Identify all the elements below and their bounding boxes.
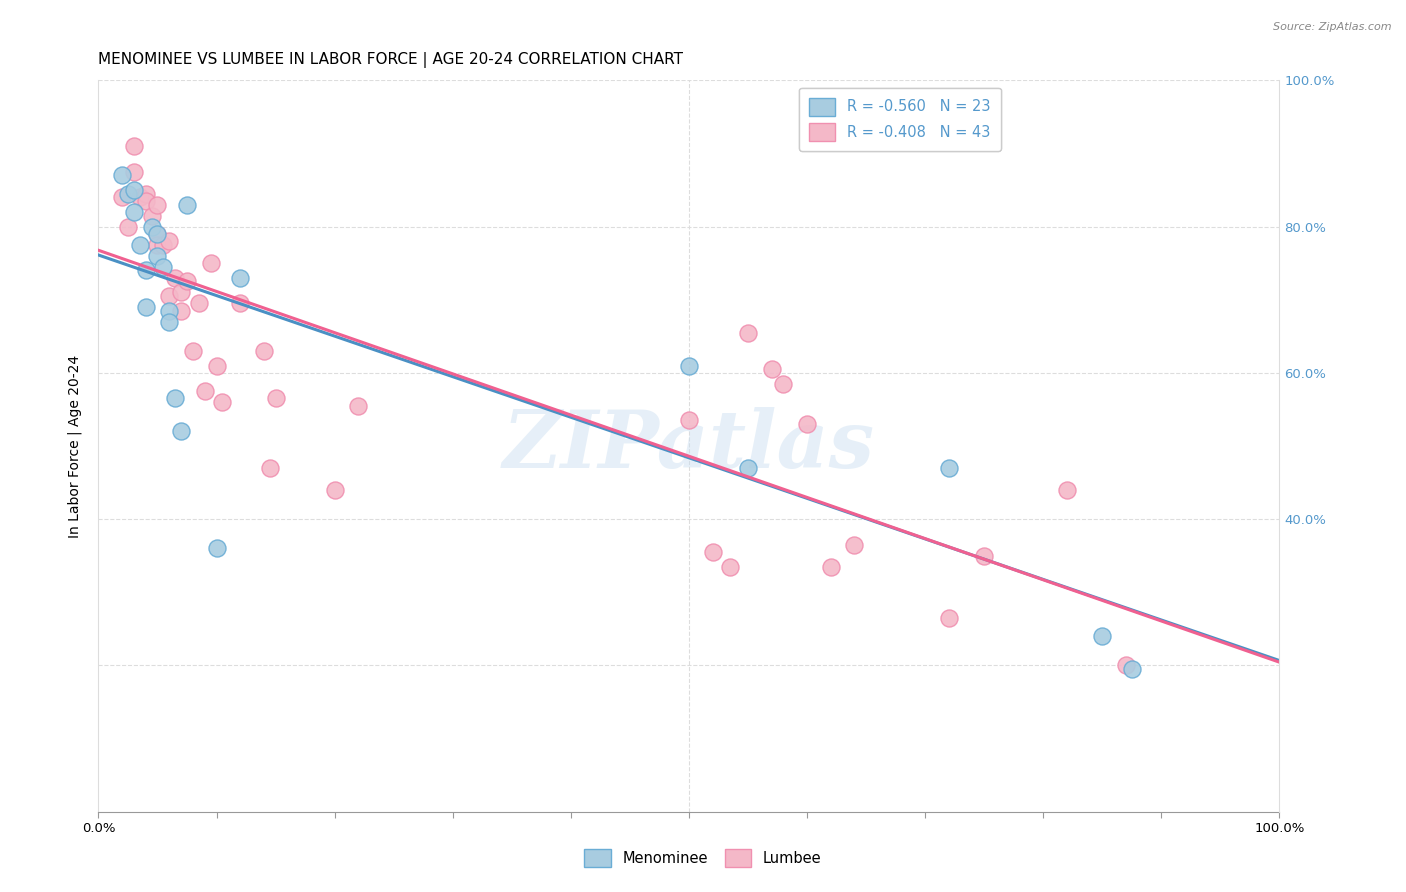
Point <box>229 270 252 285</box>
Point <box>938 611 960 625</box>
Point <box>737 326 759 340</box>
Point <box>820 559 842 574</box>
Point <box>718 559 741 574</box>
Point <box>259 461 281 475</box>
Point <box>229 296 252 310</box>
Point <box>187 296 209 310</box>
Point <box>111 169 134 183</box>
Point <box>146 249 169 263</box>
Point <box>938 461 960 475</box>
Point <box>128 238 150 252</box>
Point <box>117 219 139 234</box>
Point <box>135 194 157 208</box>
Point <box>796 417 818 431</box>
Point <box>141 209 163 223</box>
Point <box>157 315 180 329</box>
Y-axis label: In Labor Force | Age 20-24: In Labor Force | Age 20-24 <box>67 354 83 538</box>
Point <box>122 164 145 178</box>
Point <box>323 483 346 497</box>
Point <box>1115 658 1137 673</box>
Point <box>205 359 228 373</box>
Point <box>264 392 287 406</box>
Point <box>1121 662 1143 676</box>
Point <box>117 186 139 201</box>
Point <box>122 139 145 153</box>
Legend: Menominee, Lumbee: Menominee, Lumbee <box>575 840 831 876</box>
Point <box>761 362 783 376</box>
Point <box>111 190 134 204</box>
Text: Source: ZipAtlas.com: Source: ZipAtlas.com <box>1274 22 1392 32</box>
Point <box>678 413 700 427</box>
Text: MENOMINEE VS LUMBEE IN LABOR FORCE | AGE 20-24 CORRELATION CHART: MENOMINEE VS LUMBEE IN LABOR FORCE | AGE… <box>98 52 683 68</box>
Point <box>157 289 180 303</box>
Point <box>152 238 174 252</box>
Point <box>146 227 169 241</box>
Point <box>772 376 794 391</box>
Point <box>135 263 157 277</box>
Point <box>200 256 222 270</box>
Text: ZIPatlas: ZIPatlas <box>503 408 875 484</box>
Point <box>181 343 204 358</box>
Point <box>737 461 759 475</box>
Point <box>1056 483 1078 497</box>
Point <box>152 260 174 274</box>
Point <box>165 392 187 406</box>
Point <box>702 545 724 559</box>
Point <box>170 285 193 300</box>
Point <box>973 549 995 563</box>
Point <box>176 275 198 289</box>
Point <box>170 425 193 439</box>
Point <box>844 538 866 552</box>
Point <box>1091 629 1114 643</box>
Legend: R = -0.560   N = 23, R = -0.408   N = 43: R = -0.560 N = 23, R = -0.408 N = 43 <box>799 87 1001 151</box>
Point <box>205 541 228 556</box>
Point <box>253 343 276 358</box>
Point <box>157 234 180 248</box>
Point <box>146 227 169 241</box>
Point <box>211 395 233 409</box>
Point <box>170 303 193 318</box>
Point <box>146 238 169 252</box>
Point <box>135 300 157 314</box>
Point <box>122 205 145 219</box>
Point <box>678 359 700 373</box>
Point <box>165 270 187 285</box>
Point <box>141 219 163 234</box>
Point <box>135 186 157 201</box>
Point <box>347 399 370 413</box>
Point <box>128 190 150 204</box>
Point <box>157 303 180 318</box>
Point <box>146 197 169 211</box>
Point <box>176 197 198 211</box>
Point <box>122 183 145 197</box>
Point <box>194 384 217 399</box>
